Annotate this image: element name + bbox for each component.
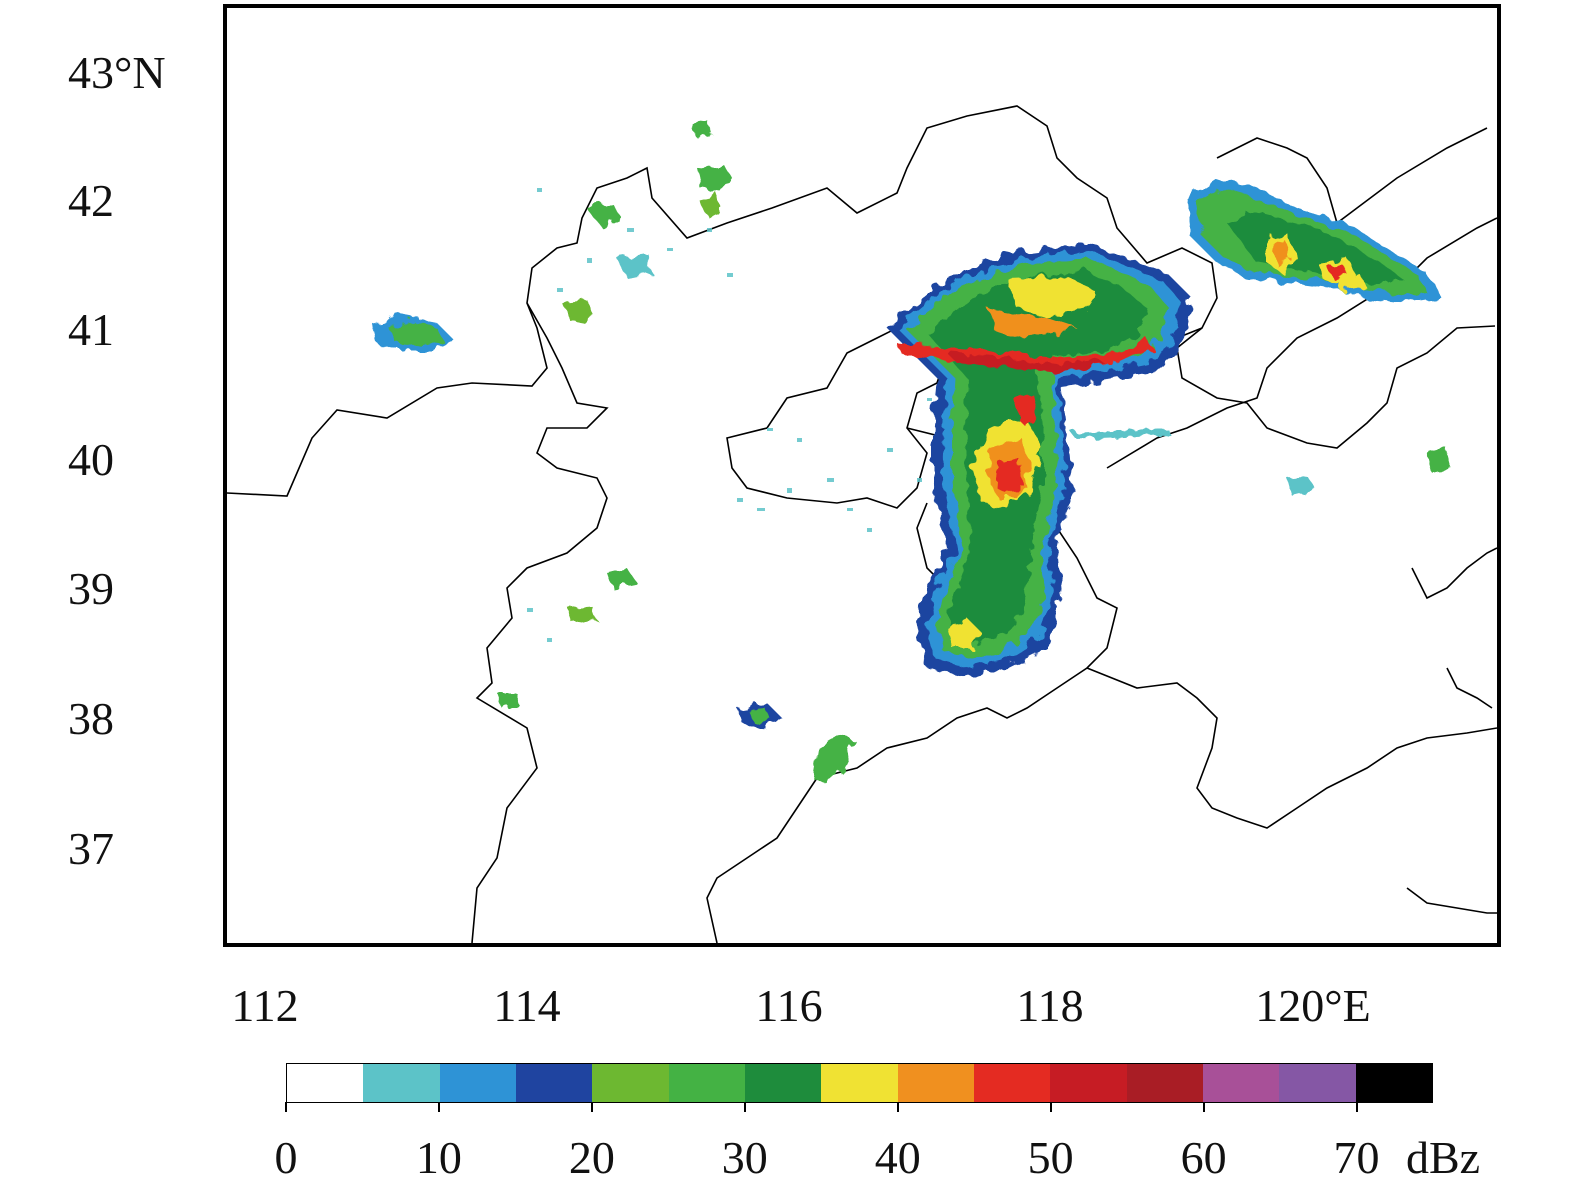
colorbar-tick xyxy=(590,1102,593,1112)
colorbar-bin xyxy=(1202,1064,1280,1102)
radar-echoes xyxy=(372,120,1452,783)
colorbar-bin xyxy=(1355,1064,1432,1102)
colorbar-tick-label: 70 xyxy=(1333,1132,1380,1183)
colorbar-tick-label: 30 xyxy=(721,1132,768,1183)
colorbar-tick-label: 20 xyxy=(568,1132,615,1183)
colorbar-bin xyxy=(1279,1064,1356,1102)
colorbar-tick-label: 50 xyxy=(1027,1132,1074,1183)
colorbar-tick-label: 40 xyxy=(874,1132,921,1183)
colorbar-tick-label: 10 xyxy=(415,1132,462,1183)
lat-label-39: 39 xyxy=(68,563,114,614)
colorbar-bin xyxy=(515,1064,593,1102)
lat-label-38: 38 xyxy=(68,693,114,744)
colorbar-tick xyxy=(743,1102,746,1112)
colorbar-bin xyxy=(439,1064,516,1102)
colorbar-tick xyxy=(896,1102,899,1112)
colorbar-bin xyxy=(973,1064,1051,1102)
colorbar-tick xyxy=(1049,1102,1052,1112)
colorbar-bin xyxy=(897,1064,974,1102)
colorbar-bin xyxy=(1126,1064,1203,1102)
colorbar-tick-label: 0 xyxy=(274,1132,298,1183)
lon-label-118: 118 xyxy=(1016,980,1084,1031)
lon-label-112: 112 xyxy=(231,980,299,1031)
lon-label-120: 120°E xyxy=(1255,980,1371,1031)
colorbar-tick xyxy=(1355,1102,1358,1112)
colorbar-bin xyxy=(668,1064,745,1102)
lat-label-37: 37 xyxy=(68,823,114,874)
colorbar-bin xyxy=(821,1064,898,1102)
lat-label-40: 40 xyxy=(68,434,114,485)
colorbar-bin xyxy=(592,1064,669,1102)
province-boundaries xyxy=(227,105,1497,943)
colorbar-tick-label: 60 xyxy=(1180,1132,1227,1183)
colorbar-unit: dBz xyxy=(1406,1132,1481,1183)
colorbar-bin xyxy=(287,1064,364,1102)
colorbar-bin xyxy=(744,1064,822,1102)
colorbar-tick xyxy=(285,1102,287,1112)
colorbar-tick xyxy=(437,1102,440,1112)
map-frame xyxy=(223,4,1501,947)
colorbar-bin xyxy=(363,1064,440,1102)
lat-label-43: 43°N xyxy=(68,47,166,98)
colorbar-bin xyxy=(1050,1064,1127,1102)
lat-label-42: 42 xyxy=(68,175,114,226)
reflectivity-colorbar xyxy=(286,1063,1433,1103)
lon-label-116: 116 xyxy=(755,980,823,1031)
colorbar-tick xyxy=(1202,1102,1205,1112)
lat-label-41: 41 xyxy=(68,304,114,355)
radar-map xyxy=(227,105,1497,943)
weak-echoes xyxy=(527,188,932,642)
lon-label-114: 114 xyxy=(493,980,561,1031)
